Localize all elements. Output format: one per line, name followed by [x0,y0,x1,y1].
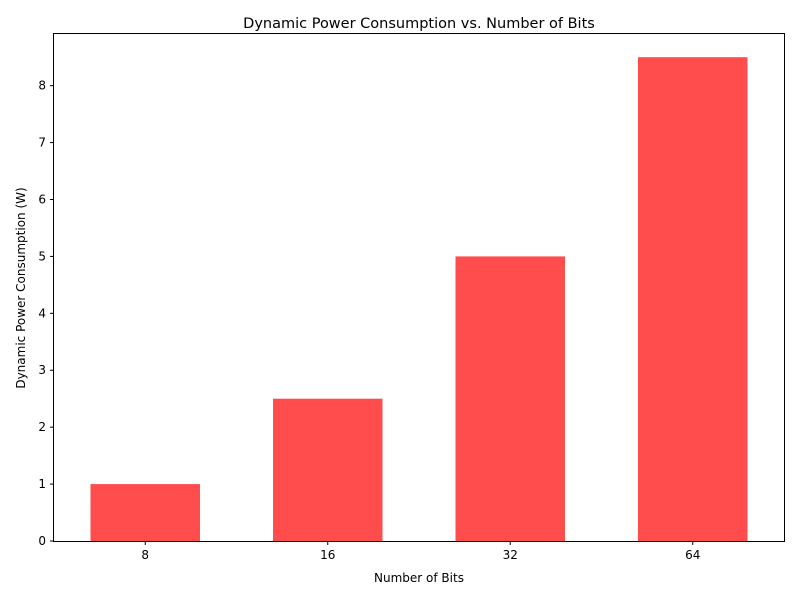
bars-group [90,57,748,541]
x-tick-label-8: 8 [141,548,149,562]
x-axis-ticks: 8 16 32 64 [141,541,700,562]
chart-title: Dynamic Power Consumption vs. Number of … [243,16,595,32]
bar-16 [273,398,383,541]
y-tick-label-7: 7 [38,136,46,150]
y-tick-label-4: 4 [38,306,46,320]
y-tick-label-5: 5 [38,249,46,263]
y-tick-label-3: 3 [38,363,46,377]
y-tick-label-0: 0 [38,534,46,548]
x-tick-label-16: 16 [320,548,335,562]
x-tick-label-64: 64 [685,548,700,562]
y-axis-label: Dynamic Power Consumption (W) [14,187,28,388]
plot-frame [53,33,785,542]
x-tick-label-32: 32 [503,548,518,562]
y-axis-ticks: 0 1 2 3 4 5 6 7 8 [38,79,54,548]
y-tick-label-2: 2 [38,420,46,434]
bar-64 [638,57,748,541]
y-tick-label-8: 8 [38,79,46,93]
bar-8 [90,484,200,541]
bar-32 [455,256,565,541]
y-tick-label-6: 6 [38,192,46,206]
x-axis-label: Number of Bits [374,571,464,585]
y-tick-label-1: 1 [38,477,46,491]
